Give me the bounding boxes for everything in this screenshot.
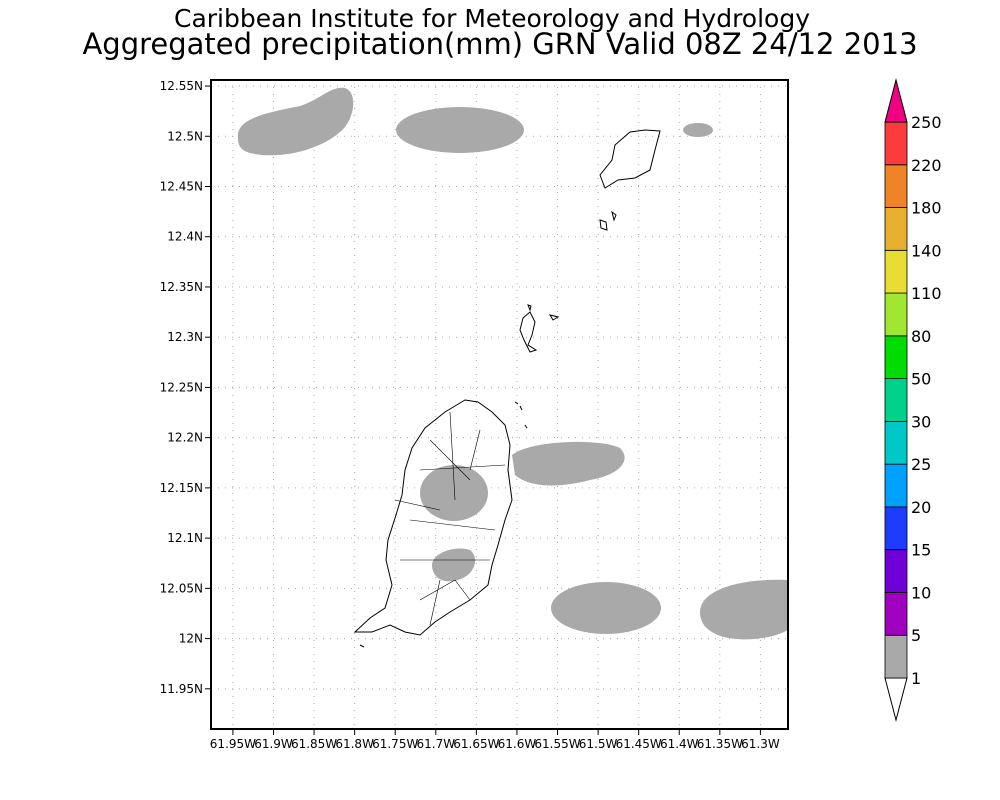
- rain-area: [237, 87, 354, 156]
- colorbar-label: 140: [911, 241, 942, 260]
- colorbar-label: 180: [911, 199, 942, 218]
- y-tick-label: 12.05N: [160, 581, 203, 595]
- colorbar-segment: [884, 249, 908, 294]
- y-tick-label: 12.55N: [160, 79, 203, 93]
- colorbar-label: 80: [911, 327, 931, 346]
- rain-area: [432, 548, 476, 582]
- colorbar-segment: [884, 207, 908, 251]
- colorbar-label: 15: [911, 541, 931, 560]
- x-tick-label: 61.65W: [453, 737, 499, 751]
- colorbar-label: 20: [911, 498, 931, 517]
- rain-areas: [237, 87, 788, 640]
- y-tick-label: 11.95N: [160, 682, 203, 696]
- colorbar-upper-arrow: [884, 78, 908, 123]
- colorbar-segment: [884, 378, 908, 422]
- x-tick-label: 61.3W: [741, 737, 780, 751]
- x-tick-label: 61.9W: [254, 737, 293, 751]
- rain-area: [683, 123, 713, 137]
- colorbar-segment: [884, 506, 908, 551]
- title-institute: Caribbean Institute for Meteorology and …: [174, 4, 810, 33]
- grenada-island: [353, 399, 513, 636]
- rain-area: [512, 441, 625, 486]
- colorbar-segment: [884, 292, 908, 337]
- y-tick-label: 12.15N: [160, 481, 203, 495]
- coastlines: [353, 129, 661, 648]
- x-tick-label: 61.55W: [534, 737, 580, 751]
- x-tick-label: 61.7W: [416, 737, 455, 751]
- rain-area: [700, 579, 788, 640]
- colorbar-label: 50: [911, 370, 931, 389]
- gridlines: [211, 80, 788, 729]
- axes: 61.95W61.9W61.85W61.8W61.75W61.7W61.65W6…: [160, 79, 780, 751]
- rain-area: [420, 465, 488, 521]
- plot-frame: [210, 79, 789, 730]
- colorbar-label: 1: [911, 669, 921, 688]
- colorbar-lower-arrow: [884, 677, 908, 722]
- x-tick-label: 61.4W: [660, 737, 699, 751]
- colorbar-label: 10: [911, 583, 931, 602]
- y-tick-label: 12N: [179, 632, 203, 646]
- x-tick-label: 61.75W: [372, 737, 418, 751]
- x-tick-label: 61.85W: [291, 737, 337, 751]
- x-tick-label: 61.8W: [335, 737, 374, 751]
- y-tick-label: 12.1N: [167, 531, 203, 545]
- rain-area: [396, 107, 524, 153]
- colorbar-segment: [884, 549, 908, 593]
- small-island: [519, 304, 560, 353]
- y-tick-label: 12.35N: [160, 280, 203, 294]
- small-island: [359, 401, 528, 648]
- colorbar-segment: [884, 121, 908, 166]
- y-tick-label: 12.3N: [167, 330, 203, 344]
- colorbar-label: 5: [911, 626, 921, 645]
- x-tick-label: 61.45W: [616, 737, 662, 751]
- x-tick-label: 61.5W: [579, 737, 618, 751]
- y-tick-label: 12.2N: [167, 431, 203, 445]
- x-tick-label: 61.6W: [498, 737, 537, 751]
- title-product: Aggregated precipitation(mm) GRN Valid 0…: [82, 27, 918, 61]
- y-tick-label: 12.25N: [160, 380, 203, 394]
- y-tick-label: 12.45N: [160, 179, 203, 193]
- small-island: [599, 210, 617, 231]
- colorbar-segment: [884, 420, 908, 465]
- colorbar-segment: [884, 592, 908, 636]
- carriacou-island: [599, 129, 661, 189]
- colorbar-label: 110: [911, 284, 942, 303]
- colorbar-segment: [884, 164, 908, 208]
- colorbar-segment: [884, 463, 908, 508]
- grenada-parishes: [394, 411, 506, 626]
- colorbar-label: 25: [911, 455, 931, 474]
- y-tick-label: 12.5N: [167, 129, 203, 143]
- colorbar-label: 30: [911, 412, 931, 431]
- rain-area: [551, 582, 661, 634]
- x-tick-label: 61.35W: [697, 737, 743, 751]
- y-tick-label: 12.4N: [167, 230, 203, 244]
- colorbar-label: 250: [911, 113, 942, 132]
- colorbar-label: 220: [911, 156, 942, 175]
- x-tick-label: 61.95W: [210, 737, 256, 751]
- colorbar-segment: [884, 634, 908, 679]
- colorbar-segment: [884, 335, 908, 380]
